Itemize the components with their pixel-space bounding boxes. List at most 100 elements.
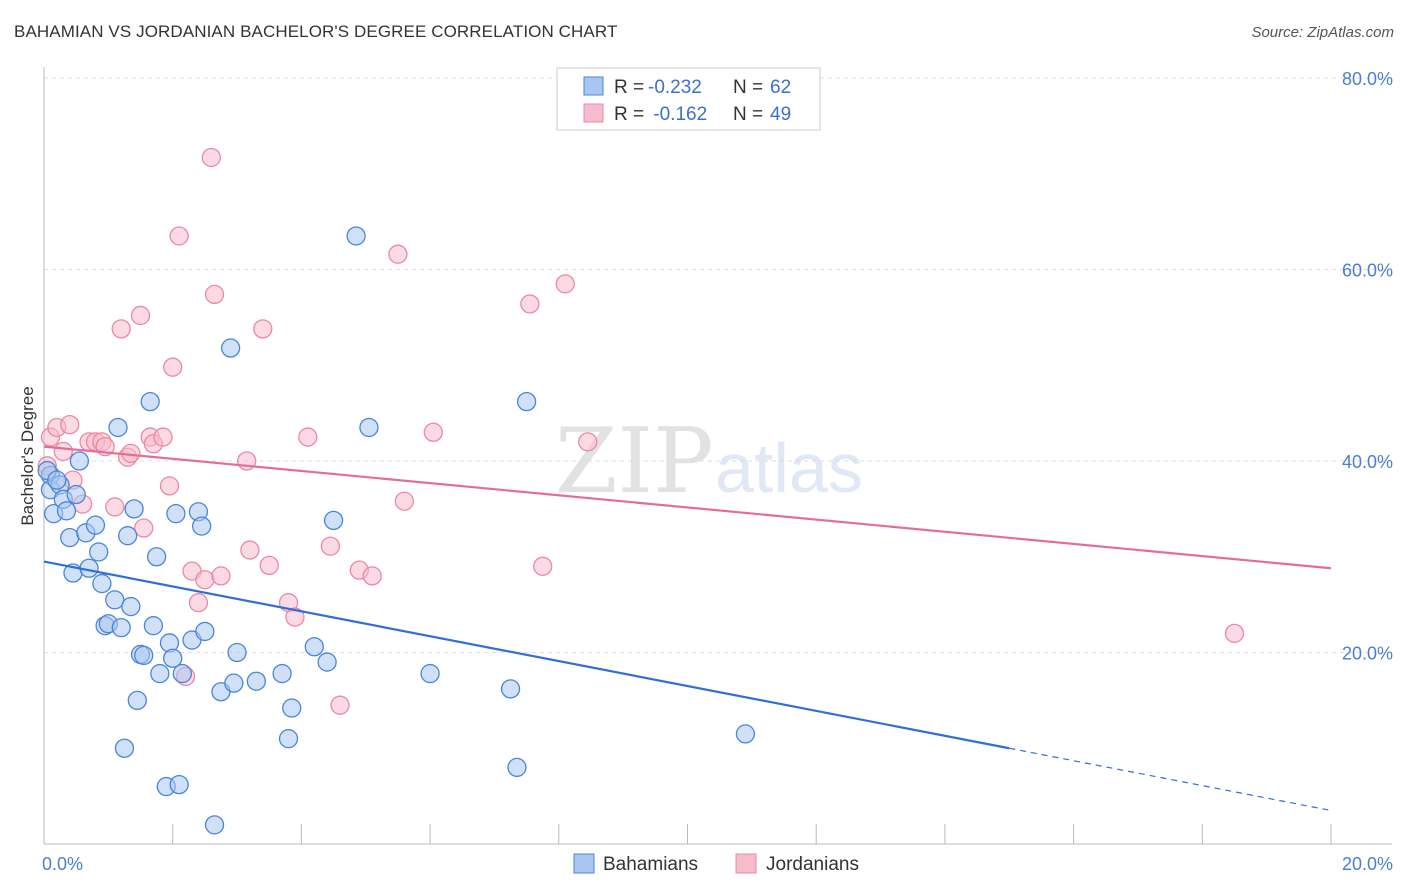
series-legend: Bahamians Jordanians [573, 853, 859, 875]
bottom-legend-label-jordanians: Jordanians [766, 854, 859, 875]
jordanians-point-42 [394, 491, 415, 511]
bahamians-point-13 [89, 542, 109, 562]
jordanians-point-45 [533, 556, 553, 576]
bahamians-point-33 [163, 648, 183, 668]
bahamians-point-22 [121, 596, 141, 617]
bahamians-point-36 [172, 663, 193, 684]
x-tick-labels: 0.0% 20.0% [42, 854, 1393, 874]
jordanians-point-15 [130, 305, 151, 326]
bahamians-point-52 [323, 510, 344, 531]
jordanians-point-25 [188, 593, 209, 613]
bahamians-point-55 [420, 663, 440, 684]
jordanians-point-29 [211, 566, 231, 586]
jordanians-point-16 [134, 518, 154, 538]
bahamians-points [37, 226, 756, 835]
jordanians-point-3 [53, 441, 73, 462]
jordanians-point-37 [320, 536, 341, 556]
legend-r-value-jordanians: -0.162 [648, 104, 707, 125]
jordanians-point-27 [201, 147, 221, 168]
watermark-atlas: atlas [715, 429, 863, 507]
bahamians-point-41 [204, 815, 225, 835]
x-tick-label-0: 0.0% [42, 854, 83, 874]
axes [43, 67, 1392, 845]
jordanians-point-47 [578, 432, 598, 452]
gridlines [44, 77, 1392, 653]
legend-r-label-bahamians: R = [614, 77, 649, 98]
bahamians-point-35 [169, 774, 189, 795]
jordanians-point-22 [169, 226, 189, 246]
jordanians-points [37, 147, 1245, 715]
y-tick-label-3: 80.0% [1342, 69, 1393, 89]
jordanians-point-40 [362, 566, 382, 586]
jordanians-point-36 [298, 427, 318, 447]
legend-n-value-jordanians: 49 [770, 104, 791, 125]
bahamians-point-43 [220, 338, 241, 358]
legend-n-label-bahamians: N = [733, 77, 768, 98]
legend-swatch-jordanians [583, 103, 604, 123]
bahamians-point-21 [118, 526, 138, 546]
bahamians-point-57 [507, 757, 527, 778]
jordanians-point-48 [1224, 623, 1245, 643]
y-axis-title: Bachelor's Degree [18, 386, 37, 525]
jordanians-point-33 [259, 555, 279, 576]
y-tick-label-0: 20.0% [1342, 644, 1393, 664]
bahamians-point-54 [359, 417, 379, 438]
jordanians-point-21 [163, 357, 183, 377]
jordanians-point-38 [330, 695, 350, 715]
trend-lines [43, 445, 1332, 812]
bottom-legend-swatch-bahamians [573, 853, 595, 874]
legend-r-value-bahamians: -0.232 [648, 77, 702, 98]
y-tick-label-2: 60.0% [1342, 261, 1393, 281]
stats-legend: R = -0.232 N = 62 R = -0.162 N = 49 [556, 67, 821, 131]
bahamians-point-8 [66, 484, 86, 505]
jordanians-point-20 [159, 476, 180, 496]
jordanians-point-4 [60, 414, 80, 435]
bahamians-point-20 [114, 738, 135, 758]
bahamians-point-17 [105, 590, 125, 610]
bahamians-trend-line [43, 560, 1010, 750]
bahamians-point-40 [195, 621, 215, 642]
legend-n-label-jordanians: N = [733, 104, 768, 125]
jordanians-point-46 [555, 274, 575, 294]
bahamians-point-46 [246, 671, 267, 691]
bahamians-point-29 [146, 547, 167, 567]
x-tick-label-1: 20.0% [1342, 854, 1393, 874]
bahamians-point-45 [227, 642, 247, 663]
bahamians-point-12 [85, 515, 106, 535]
bahamians-point-5 [56, 501, 77, 521]
legend-swatch-bahamians [583, 76, 604, 96]
bahamians-point-19 [111, 617, 131, 638]
jordanians-point-32 [253, 319, 273, 339]
bahamians-point-26 [134, 645, 154, 666]
bahamians-point-28 [143, 616, 164, 636]
jordanians-point-44 [520, 294, 540, 314]
bahamians-point-30 [150, 663, 170, 684]
bahamians-point-58 [516, 391, 537, 412]
legend-n-value-bahamians: 62 [770, 77, 791, 98]
jordanians-point-12 [111, 319, 131, 339]
y-tick-labels: 20.0% 40.0% 60.0% 80.0% [1342, 69, 1393, 664]
bahamians-point-49 [282, 698, 302, 718]
bahamians-point-18 [108, 417, 128, 438]
bahamians-point-59 [735, 724, 756, 744]
jordanians-point-19 [153, 427, 173, 447]
bahamians-trend-line-extension [1009, 747, 1332, 812]
bahamians-point-24 [127, 690, 147, 711]
bahamians-point-56 [500, 679, 521, 699]
bahamians-point-6 [60, 527, 80, 548]
y-tick-label-1: 40.0% [1342, 452, 1393, 472]
jordanians-point-11 [105, 497, 125, 517]
x-ticks [43, 824, 1332, 844]
bahamians-point-48 [278, 729, 299, 749]
legend-r-label-jordanians: R = [614, 104, 649, 125]
bahamians-point-47 [272, 663, 292, 684]
jordanians-point-43 [423, 422, 443, 442]
jordanians-point-26 [195, 570, 215, 590]
bahamians-point-9 [69, 451, 90, 471]
jordanians-point-28 [204, 284, 225, 305]
bahamians-point-50 [304, 637, 324, 657]
jordanians-point-31 [240, 540, 260, 560]
bahamians-point-23 [124, 499, 144, 519]
bahamians-point-61 [47, 470, 67, 490]
source-label: Source: ZipAtlas.com [1251, 24, 1394, 41]
